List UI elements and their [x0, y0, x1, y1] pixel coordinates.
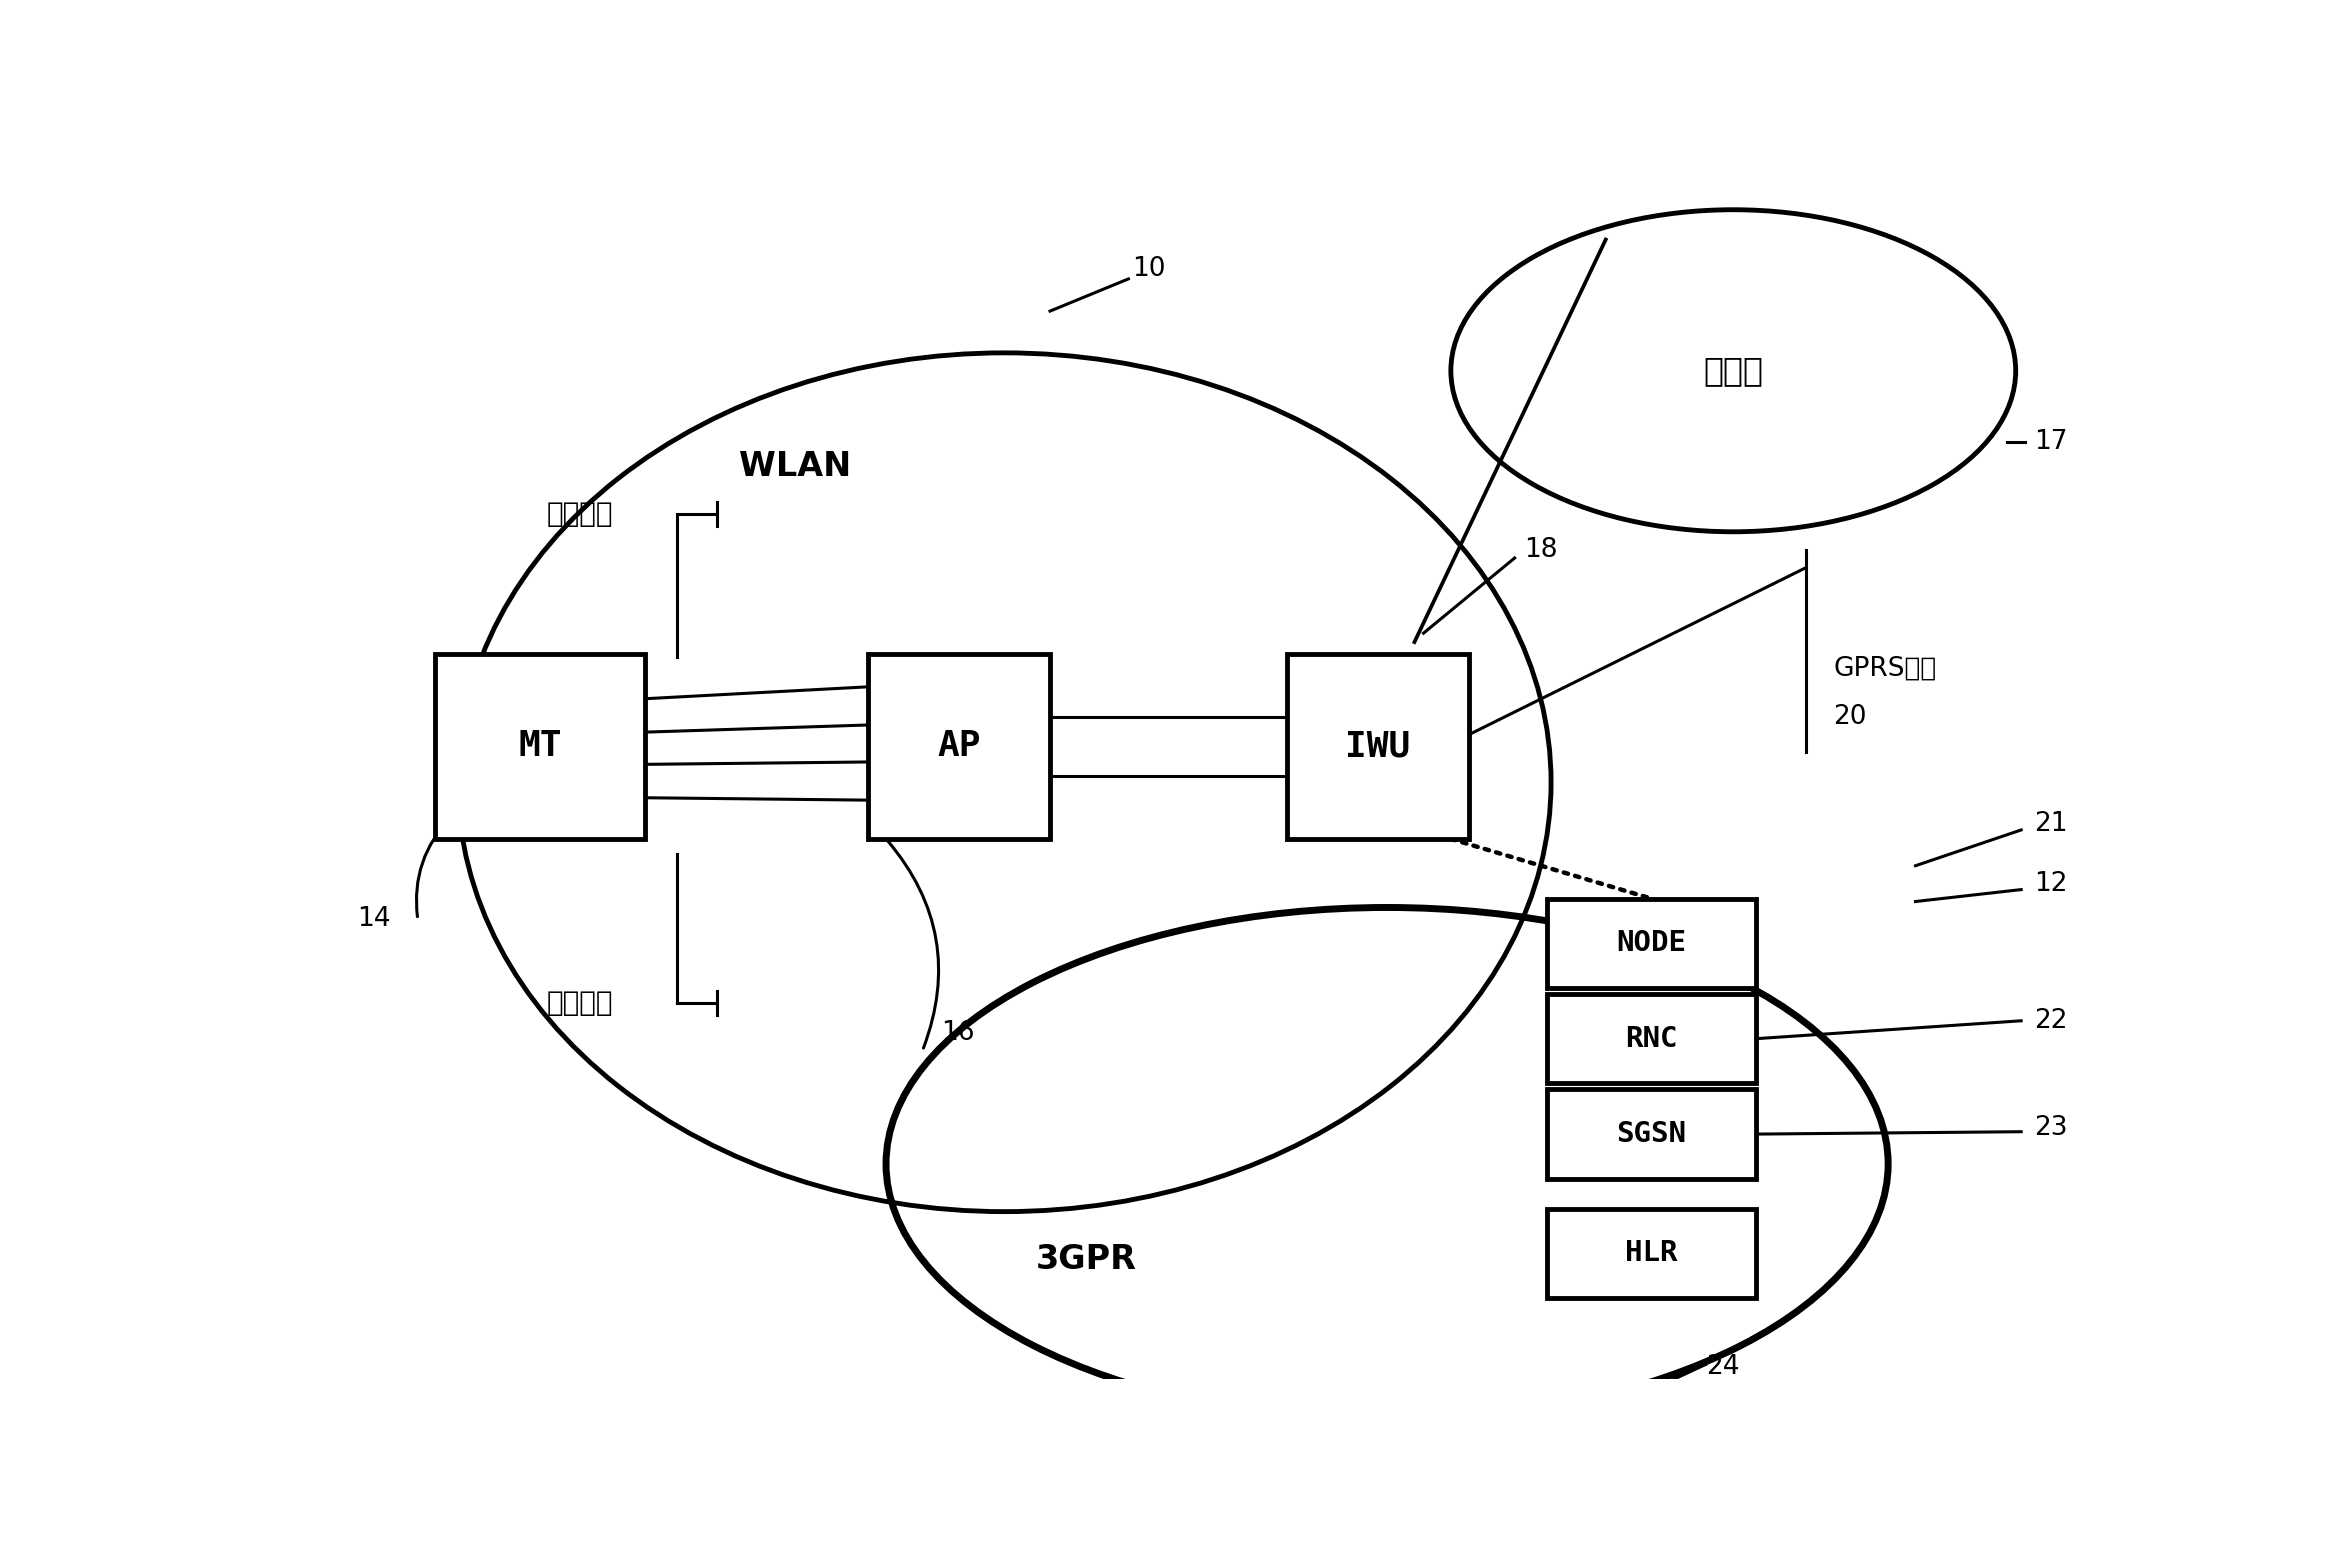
- Text: 20: 20: [1834, 703, 1867, 730]
- Text: 21: 21: [2034, 812, 2067, 836]
- Text: HLR: HLR: [1625, 1239, 1679, 1267]
- Text: GPRS连接: GPRS连接: [1834, 655, 1937, 682]
- Text: SGSN: SGSN: [1615, 1120, 1686, 1148]
- Text: 数据路径: 数据路径: [545, 500, 614, 528]
- Text: WLAN: WLAN: [738, 449, 851, 483]
- FancyBboxPatch shape: [1547, 994, 1756, 1083]
- Text: 3GPR: 3GPR: [1037, 1242, 1138, 1276]
- Text: RNC: RNC: [1625, 1025, 1679, 1053]
- FancyBboxPatch shape: [1547, 1208, 1756, 1298]
- Text: AP: AP: [938, 730, 980, 764]
- FancyBboxPatch shape: [1547, 898, 1756, 988]
- Text: 因特网: 因特网: [1702, 355, 1763, 387]
- Text: 14: 14: [357, 906, 390, 932]
- Text: MT: MT: [517, 730, 562, 764]
- Text: 17: 17: [2034, 429, 2067, 455]
- Text: 18: 18: [1523, 536, 1556, 562]
- Text: IWU: IWU: [1345, 730, 1411, 764]
- FancyBboxPatch shape: [1547, 1089, 1756, 1179]
- FancyBboxPatch shape: [868, 654, 1051, 840]
- Text: 10: 10: [1133, 257, 1166, 282]
- Text: 23: 23: [2034, 1115, 2067, 1142]
- Text: 信令路径: 信令路径: [545, 988, 614, 1016]
- Text: 24: 24: [1707, 1354, 1740, 1380]
- Text: 22: 22: [2034, 1008, 2067, 1033]
- Text: 16: 16: [940, 1019, 973, 1046]
- FancyBboxPatch shape: [1286, 654, 1469, 840]
- Text: NODE: NODE: [1615, 929, 1686, 957]
- Text: 12: 12: [2034, 871, 2067, 897]
- FancyBboxPatch shape: [435, 654, 644, 840]
